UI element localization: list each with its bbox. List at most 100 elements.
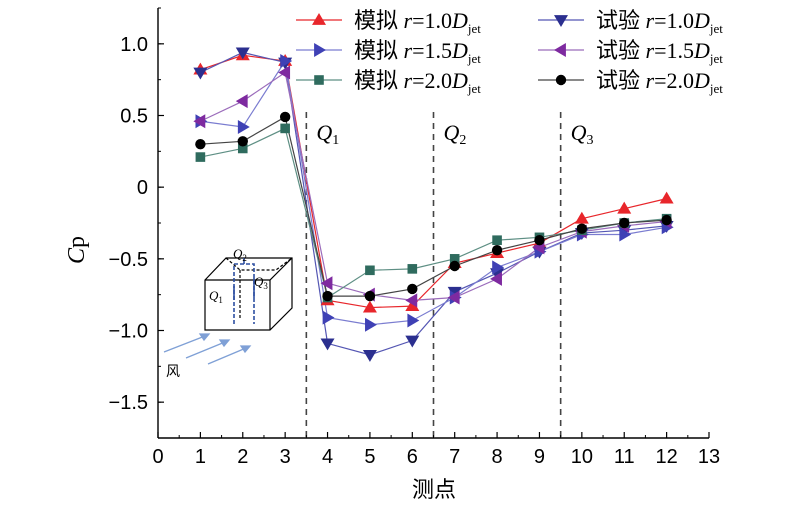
x-tick-label: 13 — [698, 446, 720, 468]
inset-label-q1: Q1 — [209, 288, 223, 305]
data-point-series-1 — [659, 191, 674, 204]
x-tick-label: 7 — [449, 446, 460, 468]
data-point-series-6 — [237, 136, 248, 147]
data-point-series-4 — [320, 276, 333, 291]
y-tick-label: 0.5 — [120, 106, 148, 128]
series-line-4 — [200, 71, 667, 302]
data-point-series-5 — [492, 235, 502, 245]
series-line-2 — [200, 51, 667, 356]
legend-marker — [312, 13, 326, 25]
data-point-series-1 — [405, 299, 420, 312]
legend-label: 试验 r=1.0Djet — [596, 8, 723, 36]
data-point-series-2 — [235, 47, 250, 60]
region-label: Q3 — [571, 120, 594, 148]
data-point-series-5 — [365, 265, 375, 276]
data-point-series-6 — [195, 138, 206, 150]
y-axis-title: Cp — [64, 236, 90, 264]
data-point-series-5 — [407, 264, 418, 274]
series-line-6 — [200, 116, 667, 297]
data-point-series-4 — [278, 65, 291, 80]
data-point-series-6 — [619, 217, 630, 229]
data-point-series-2 — [447, 286, 462, 299]
data-point-series-4 — [193, 114, 206, 129]
x-axis-title: 测点 — [412, 477, 456, 502]
x-tick-label: 0 — [152, 446, 163, 468]
legend-label: 模拟 r=1.5Djet — [354, 38, 481, 66]
data-point-series-3 — [322, 310, 335, 325]
legend-label: 试验 r=2.0Djet — [596, 68, 723, 96]
wind-arrows-icon — [163, 333, 252, 365]
y-tick-label: 1.0 — [120, 34, 148, 56]
legend-marker — [314, 43, 326, 57]
data-point-series-5 — [449, 254, 460, 264]
legend-label: 模拟 r=2.0Djet — [354, 68, 481, 96]
x-tick-label: 12 — [655, 446, 677, 468]
y-tick-label: 0 — [137, 177, 148, 199]
data-point-series-3 — [407, 313, 420, 328]
data-point-series-4 — [405, 293, 418, 308]
data-point-series-6 — [407, 283, 418, 295]
data-point-series-1 — [617, 201, 632, 214]
y-tick-label: −0.5 — [109, 249, 148, 271]
region-dividers: Q1 Q2 Q3 — [305, 112, 594, 438]
data-point-series-3 — [237, 119, 250, 134]
series-lines — [200, 51, 667, 356]
wind-label: 风 — [166, 363, 180, 379]
data-point-series-2 — [320, 338, 335, 351]
x-tick-label: 8 — [492, 446, 503, 468]
data-point-series-6 — [449, 260, 460, 272]
data-point-series-2 — [362, 349, 377, 362]
series-markers — [193, 47, 674, 362]
data-point-series-3 — [619, 227, 632, 242]
data-point-series-5 — [237, 143, 248, 154]
x-tick-label: 1 — [195, 446, 206, 468]
x-tick-label: 10 — [571, 446, 593, 468]
data-point-series-3 — [280, 54, 293, 69]
data-point-series-1 — [362, 300, 377, 313]
data-point-series-6 — [279, 111, 291, 123]
x-tick-label: 2 — [237, 446, 248, 468]
x-tick-label: 6 — [407, 446, 418, 468]
inset-label-q3: Q3 — [254, 274, 268, 291]
region-label: Q1 — [316, 120, 339, 148]
series-line-3 — [200, 59, 667, 326]
data-point-series-3 — [365, 317, 377, 332]
y-axis-title-sub: p — [64, 236, 90, 248]
legend-label: 模拟 r=1.0Djet — [354, 8, 481, 36]
y-tick-label: −1.5 — [109, 392, 148, 414]
data-point-series-6 — [534, 235, 545, 246]
data-point-series-5 — [280, 123, 290, 134]
series-line-5 — [200, 127, 667, 299]
x-tick-label: 11 — [614, 446, 635, 468]
data-point-series-4 — [490, 271, 502, 286]
legend-marker — [554, 43, 566, 57]
tick-labels: 0 1 2 3 4 5 6 7 8 9 10 11 12 131.00.50−0.5−1.0−1.5 — [109, 34, 721, 468]
data-point-series-4 — [235, 94, 248, 109]
building-inset-diagram: Q1 Q2 Q3 风 — [163, 246, 293, 379]
x-tick-label: 9 — [534, 446, 545, 468]
legend-marker — [314, 75, 324, 85]
data-point-series-6 — [491, 245, 503, 256]
legend: 模拟 r=1.0Djet 试验 r=1.0Djet 模拟 r=1.5Djet 试验 r… — [296, 8, 723, 96]
data-point-series-6 — [661, 214, 672, 226]
y-tick-label: −1.0 — [109, 321, 148, 343]
legend-marker — [555, 74, 567, 86]
data-point-series-4 — [447, 290, 460, 305]
data-point-series-5 — [195, 152, 206, 162]
x-tick-label: 4 — [322, 446, 333, 468]
data-point-series-6 — [322, 290, 333, 302]
inset-label-q2: Q2 — [233, 246, 247, 263]
y-axis-title-main: C — [64, 247, 90, 264]
measuring-path-icon — [233, 258, 255, 324]
data-point-series-2 — [193, 67, 208, 80]
x-tick-label: 5 — [364, 446, 375, 468]
data-point-series-3 — [492, 260, 505, 275]
x-tick-label: 3 — [280, 446, 291, 468]
building-box-icon — [204, 257, 293, 331]
region-label: Q2 — [444, 120, 467, 148]
data-point-series-1 — [574, 211, 589, 224]
series-line-1 — [200, 54, 667, 309]
data-point-series-6 — [364, 290, 376, 302]
legend-label: 试验 r=1.5Djet — [596, 38, 723, 66]
